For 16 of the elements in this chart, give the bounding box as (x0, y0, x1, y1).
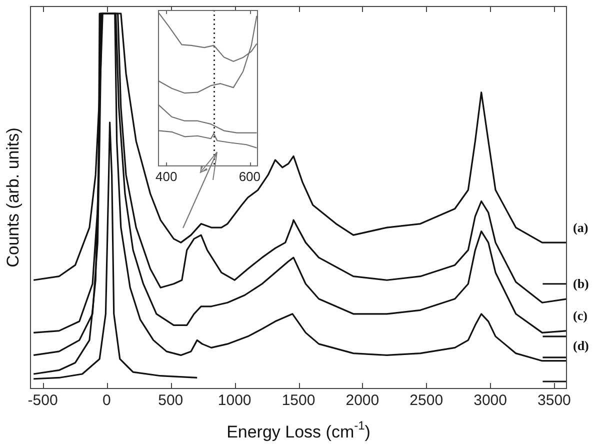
y-axis-title: Counts (arb. units) (4, 128, 23, 268)
x-tick-label: 400 (155, 168, 178, 184)
x-tick-label: 1000 (218, 392, 252, 410)
x-tick-label: 3000 (474, 392, 507, 410)
x-tick-label: 0 (102, 392, 111, 410)
x-tick-label: 1500 (282, 392, 316, 410)
series-label: (b) (573, 276, 589, 292)
x-tick-label: 3500 (538, 392, 571, 410)
x-tick-label: -500 (28, 392, 58, 410)
series-label: (d) (573, 338, 589, 354)
series-label: (c) (573, 308, 588, 324)
x-tick-label: 2500 (410, 392, 444, 410)
x-tick-label: 600 (238, 168, 261, 184)
x-tick-label: 500 (158, 392, 184, 410)
series-label: (a) (573, 220, 588, 235)
x-tick-label: 2000 (346, 392, 380, 410)
